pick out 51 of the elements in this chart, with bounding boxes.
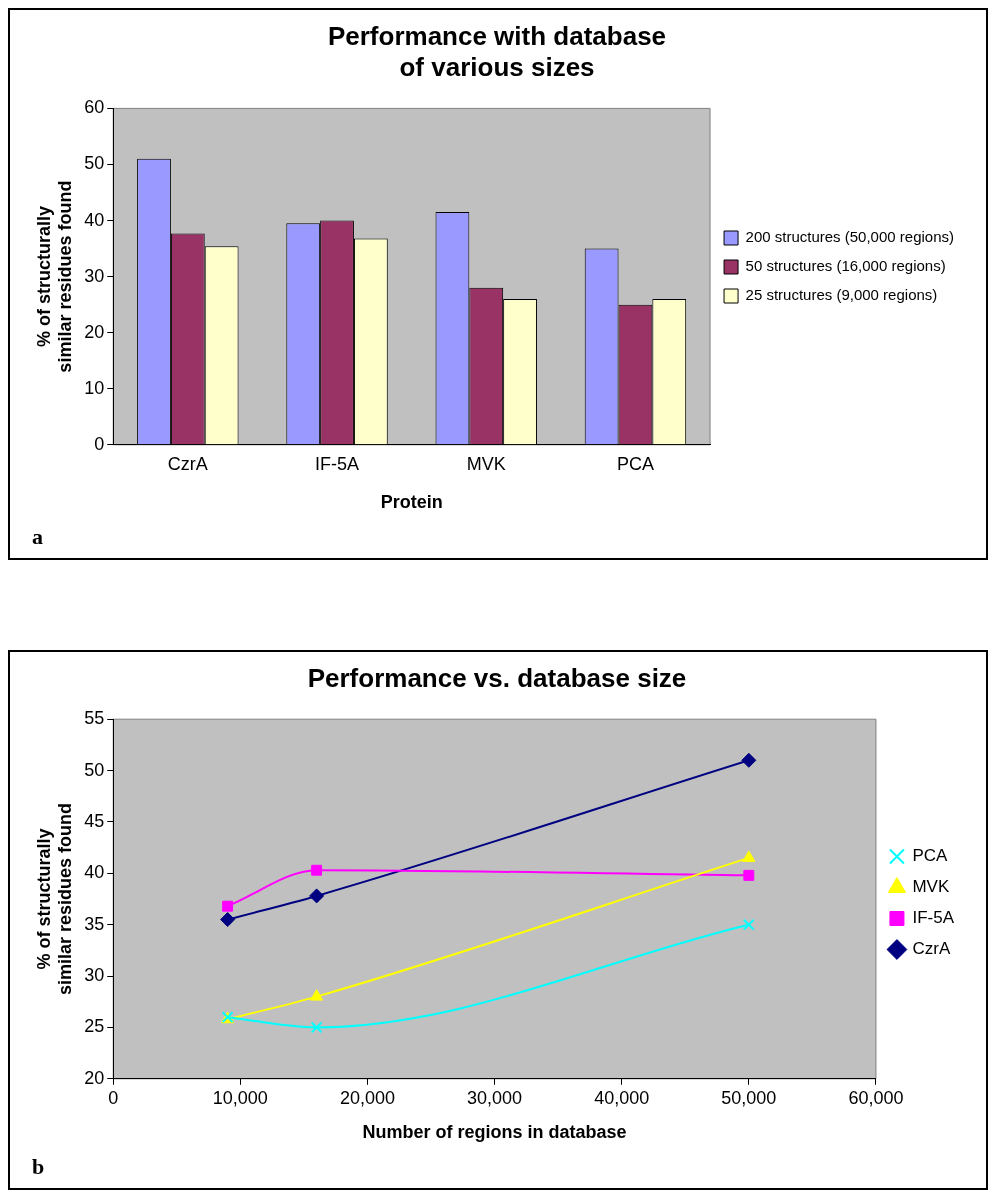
point <box>310 1021 323 1034</box>
legend-label: 200 structures (50,000 regions) <box>745 228 955 246</box>
point <box>742 850 756 862</box>
y-tick-label: 0 <box>94 433 105 454</box>
point <box>309 888 325 904</box>
chart-title: Performance with database of various sizes <box>327 20 667 82</box>
y-axis-title: % of structurally similar residues found <box>33 180 76 373</box>
x-tick-label: 20,000 <box>339 1087 395 1108</box>
x-tick-label: 10,000 <box>212 1087 268 1108</box>
x-tick-label: IF-5A <box>315 453 360 474</box>
point <box>741 752 757 768</box>
point <box>220 912 236 928</box>
y-tick-label: 45 <box>84 810 105 831</box>
legend-label: MVK <box>912 877 950 897</box>
x-tick-label: CzrA <box>167 453 208 474</box>
point <box>310 989 324 1001</box>
text: b <box>32 1154 45 1179</box>
y-tick-label: 20 <box>84 1067 105 1088</box>
x-tick-label: 40,000 <box>594 1087 650 1108</box>
x-tick-label: MVK <box>466 453 506 474</box>
point <box>222 900 234 912</box>
x-tick-label: 60,000 <box>848 1087 904 1108</box>
y-tick-label: 20 <box>84 321 105 342</box>
y-axis-title: % of structurally similar residues found <box>33 802 76 996</box>
y-tick-label: 60 <box>84 97 105 118</box>
x-axis-title: Protein <box>380 492 443 513</box>
text: a <box>32 524 43 549</box>
y-tick-label: 40 <box>84 862 105 883</box>
chart-title: Performance vs. database size <box>307 662 687 693</box>
legend-label: 50 structures (16,000 regions) <box>745 257 946 275</box>
y-tick-label: 30 <box>84 965 105 986</box>
point <box>311 864 323 876</box>
x-axis-title: Number of regions in database <box>362 1122 627 1143</box>
y-tick-label: 40 <box>84 209 105 230</box>
y-tick-label: 55 <box>84 708 105 729</box>
y-tick-label: 50 <box>84 153 105 174</box>
y-tick-label: 50 <box>84 759 105 780</box>
y-tick-label: 25 <box>84 1016 105 1037</box>
x-tick-label: 50,000 <box>721 1087 777 1108</box>
x-tick-label: 0 <box>108 1087 119 1108</box>
y-tick-label: 35 <box>84 913 105 934</box>
x-tick-label: 30,000 <box>467 1087 523 1108</box>
legend-label: CzrA <box>912 939 951 959</box>
y-tick-label: 10 <box>84 377 105 398</box>
legend-label: IF-5A <box>912 908 955 928</box>
legend-label: 25 structures (9,000 regions) <box>745 286 938 304</box>
y-tick-label: 30 <box>84 265 105 286</box>
x-tick-label: PCA <box>616 453 654 474</box>
point <box>742 918 755 931</box>
legend-label: PCA <box>912 846 949 866</box>
point <box>743 869 755 881</box>
